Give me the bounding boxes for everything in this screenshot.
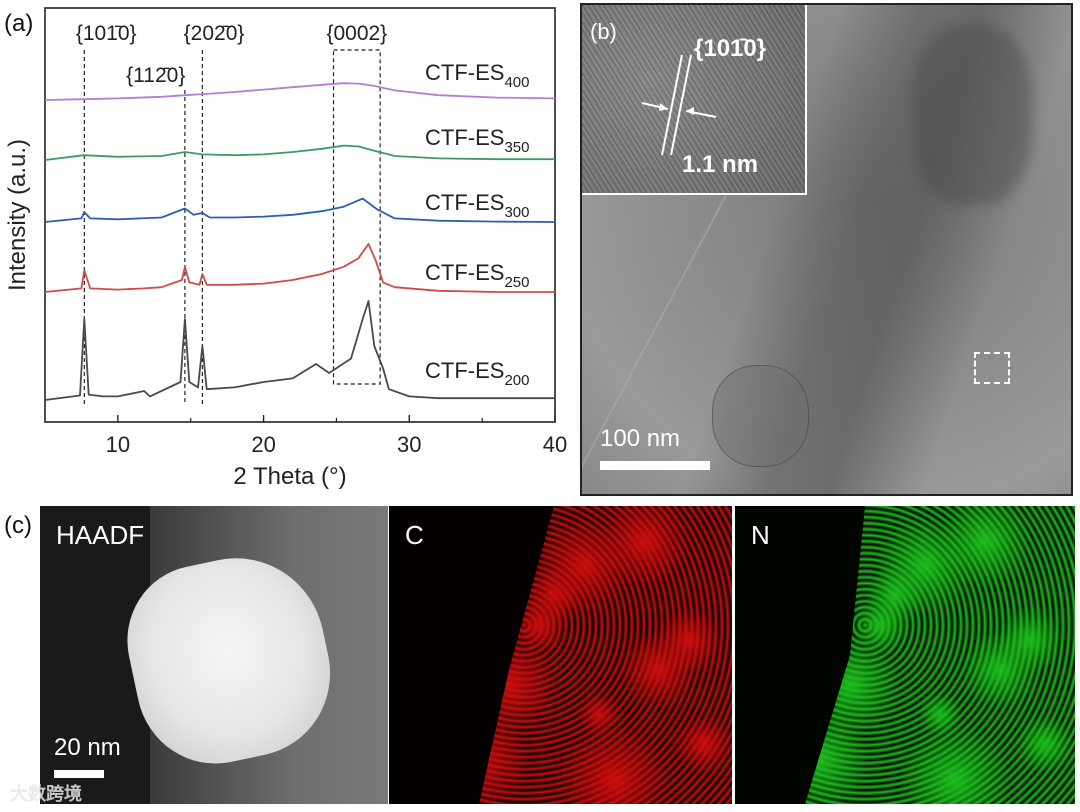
x-tick-label-20: 20 bbox=[251, 432, 275, 457]
series-label-250: CTF-ES250 bbox=[425, 260, 529, 291]
reflection-label-1: {112̄0} bbox=[126, 64, 185, 87]
series-line-300 bbox=[44, 197, 556, 223]
tem-inset-lines bbox=[641, 54, 717, 156]
x-tick-label-40: 40 bbox=[543, 432, 567, 457]
reflection-label-2: {202̄0} bbox=[184, 22, 245, 45]
x-tick-label-30: 30 bbox=[397, 432, 421, 457]
reflection-label-0002: {0002} bbox=[326, 22, 387, 45]
series-line-250 bbox=[44, 243, 555, 293]
nitrogen-map-label: N bbox=[751, 520, 770, 550]
tem-selected-area bbox=[974, 352, 1010, 384]
y-axis-label: Intensity (a.u.) bbox=[4, 139, 31, 291]
panel-a-label: (a) bbox=[4, 10, 34, 37]
reflection-label-0: {101̄0} bbox=[76, 22, 137, 45]
tem-particle bbox=[712, 365, 809, 467]
x-axis-label: 2 Theta (°) bbox=[233, 463, 346, 490]
series-label-200: CTF-ES200 bbox=[425, 358, 529, 389]
reflection-box-0002 bbox=[332, 49, 381, 385]
haadf-panel: HAADF 20 nm bbox=[40, 506, 388, 804]
haadf-scale-bar-label: 20 nm bbox=[54, 734, 121, 761]
watermark-logo: 大数跨境 bbox=[10, 784, 82, 804]
series-label-400: CTF-ES400 bbox=[425, 60, 529, 91]
series-line-350 bbox=[44, 144, 555, 161]
series-line-400 bbox=[44, 82, 556, 101]
series-label-350: CTF-ES350 bbox=[425, 125, 529, 156]
nitrogen-map-signal bbox=[805, 506, 1075, 804]
plot-frame bbox=[44, 7, 556, 423]
tem-scale-bar-label: 100 nm bbox=[600, 425, 681, 452]
tem-image-panel: {101̄0} 1.1 nm (b) 100 nm bbox=[580, 3, 1073, 496]
carbon-map-signal bbox=[479, 506, 732, 804]
tem-inset-plane-label: {101̄0} bbox=[694, 35, 767, 62]
carbon-map-panel: C bbox=[389, 506, 732, 804]
xrd-chart: 10 20 30 40 2 Theta (°) Intensity (a.u.) {101̄… bbox=[4, 7, 567, 490]
nitrogen-map-panel: N bbox=[735, 506, 1075, 804]
tem-inset: {101̄0} 1.1 nm bbox=[582, 5, 807, 195]
haadf-label: HAADF bbox=[56, 520, 145, 550]
tem-inset-spacing-label: 1.1 nm bbox=[682, 151, 759, 178]
haadf-scale-bar bbox=[54, 770, 104, 778]
tem-scale-bar bbox=[600, 461, 710, 470]
tem-dark-region bbox=[912, 25, 1032, 205]
panel-b-label: (b) bbox=[590, 19, 617, 44]
carbon-map-label: C bbox=[405, 520, 424, 550]
panel-c-label: (c) bbox=[4, 512, 32, 539]
x-tick-label-10: 10 bbox=[106, 432, 130, 457]
xrd-plot-area: 10 20 30 40 2 Theta (°) Intensity (a.u.) {101̄… bbox=[4, 7, 567, 490]
series-line-200 bbox=[44, 300, 555, 401]
series-label-300: CTF-ES300 bbox=[425, 190, 529, 221]
